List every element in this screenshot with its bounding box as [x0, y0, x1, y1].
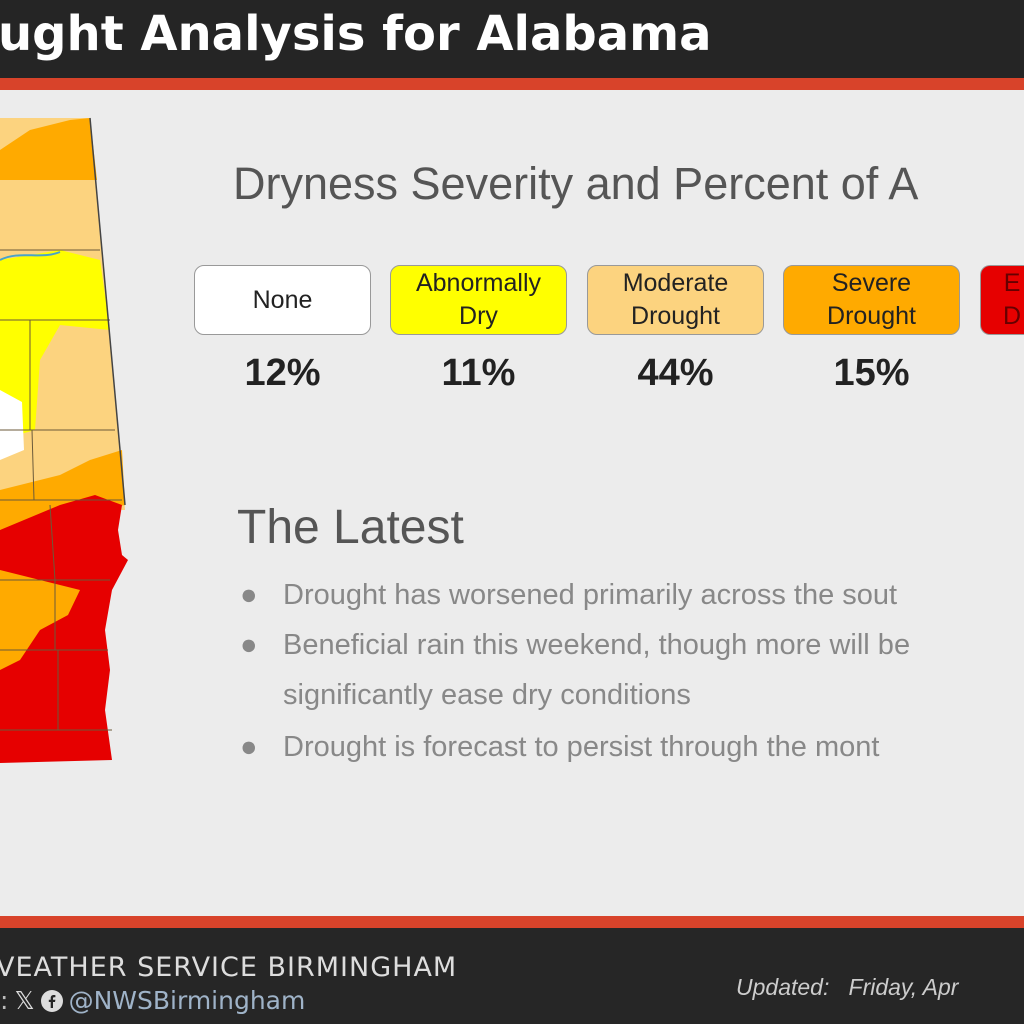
percent-severe: 15% — [833, 352, 910, 394]
map-none — [0, 390, 24, 460]
social-row: : 𝕏 @NWSBirmingham — [0, 986, 305, 1015]
latest-heading: The Latest — [237, 501, 464, 554]
map-severe-south — [0, 570, 80, 670]
legend-label: Dry — [459, 302, 498, 330]
map-severe-north — [0, 118, 97, 180]
legend-label: Severe — [831, 269, 912, 297]
page-title: ught Analysis for Alabama — [0, 6, 712, 62]
org-name: VEATHER SERVICE BIRMINGHAM — [0, 952, 458, 983]
legend-label: Abnormally — [415, 269, 542, 297]
percent-abnormally-dry: 11% — [441, 352, 516, 394]
footer-divider — [0, 916, 1024, 928]
legend-label: Drought — [631, 302, 720, 330]
facebook-icon[interactable] — [40, 989, 63, 1012]
drought-map — [0, 117, 128, 763]
percent-none: 12% — [244, 352, 321, 394]
map-abnormally-dry — [0, 250, 110, 440]
severity-subtitle: Dryness Severity and Percent of A — [233, 158, 919, 209]
footer-bar — [0, 928, 1024, 1024]
bullet-text: Beneficial rain this weekend, though mor… — [283, 629, 911, 661]
bullet-text: Drought has worsened primarily across th… — [283, 579, 898, 611]
legend-label: Drought — [827, 302, 916, 330]
social-prefix: : — [0, 986, 9, 1015]
bullet-text: significantly ease dry conditions — [283, 679, 691, 711]
bullet-item: ● Beneficial rain this weekend, though mo… — [240, 629, 911, 661]
percent-moderate: 44% — [637, 352, 714, 394]
bullet-item: ● Drought has worsened primarily across t… — [240, 579, 898, 611]
bullet-continuation: significantly ease dry conditions — [240, 679, 691, 712]
map-extreme — [0, 495, 128, 763]
legend-none: None — [194, 265, 371, 335]
updated-label: Updated: — [736, 974, 830, 1000]
legend-label: E — [1003, 269, 1021, 297]
legend-moderate-drought: Moderate Drought — [587, 265, 764, 335]
x-logo-icon[interactable]: 𝕏 — [14, 986, 35, 1015]
legend-severe-drought: Severe Drought — [783, 265, 960, 335]
legend-label: Moderate — [622, 269, 729, 297]
social-handle[interactable]: @NWSBirmingham — [68, 986, 306, 1015]
legend-label: None — [252, 285, 313, 314]
updated-value: Friday, Apr — [848, 974, 959, 1000]
bullet-text: Drought is forecast to persist through t… — [283, 731, 880, 763]
legend-label: D — [1003, 302, 1022, 330]
header-divider — [0, 78, 1024, 90]
updated-date: Updated: Friday, Apr — [736, 974, 958, 1001]
legend-abnormally-dry: Abnormally Dry — [390, 265, 567, 335]
header-bar: ught Analysis for Alabama — [0, 0, 1024, 78]
bullet-item: ● Drought is forecast to persist through … — [240, 731, 880, 763]
